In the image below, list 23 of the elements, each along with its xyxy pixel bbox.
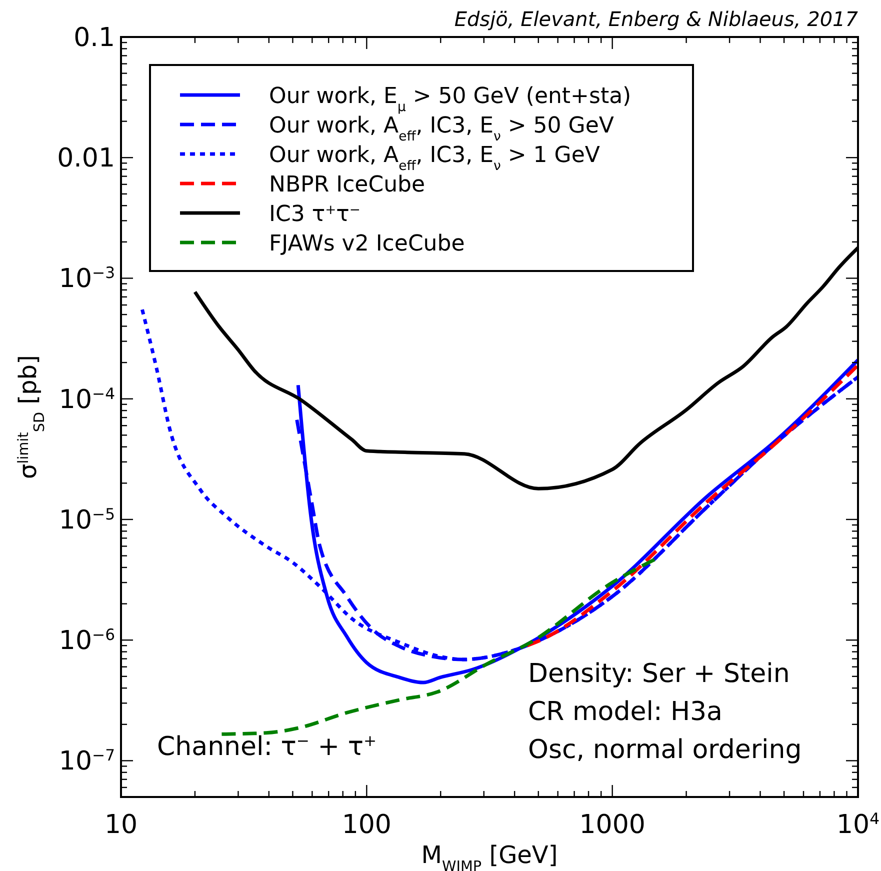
- annotation: CR model: H3a: [528, 697, 722, 727]
- x-tick-label: 1000: [579, 810, 646, 840]
- x-tick-label: 10$^{4}$: [836, 810, 880, 840]
- legend-label: FJAWs v2 IceCube: [269, 232, 465, 256]
- x-tick-label: 100: [342, 810, 392, 840]
- y-tick-label: 0.1: [74, 23, 115, 53]
- legend-label: IC3 τ$^{+}$τ$^{−}$: [269, 202, 360, 227]
- x-tick-label: 10: [104, 810, 138, 840]
- legend-label: NBPR IceCube: [269, 172, 426, 198]
- legend-label: Our work, A$_{eff}$, IC3, E$_{ν}$ > 1 GeV: [269, 143, 600, 174]
- y-tick-label: 10$^{−5}$: [58, 505, 115, 536]
- y-tick-label: 10$^{−6}$: [58, 626, 115, 656]
- legend-label: Our work, E$_{μ}$ > 50 GeV (ent+sta): [269, 84, 632, 114]
- x-axis-title: M$_{WIMP}$ [GeV]: [421, 841, 558, 871]
- annotation: Osc, normal ordering: [528, 735, 802, 765]
- annotation: Channel: τ$^{−}$ + τ$^{+}$: [157, 732, 377, 762]
- y-tick-label: 10$^{−4}$: [58, 384, 116, 415]
- y-tick-label: 0.01: [57, 144, 115, 174]
- y-tick-label: 10$^{−3}$: [58, 264, 115, 294]
- y-tick-label: 10$^{−7}$: [58, 746, 115, 777]
- legend-label: Our work, A$_{eff}$, IC3, E$_{ν}$ > 50 GeV: [269, 114, 614, 144]
- text: Edsjö, Elevant, Enberg & Niblaeus, 2017: [454, 7, 858, 31]
- annotation: Density: Ser + Stein: [528, 659, 790, 689]
